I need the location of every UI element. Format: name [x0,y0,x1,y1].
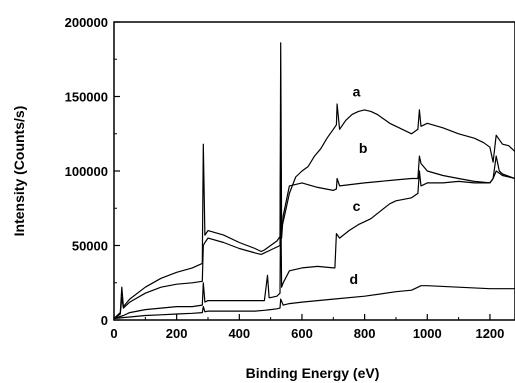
series-labels: a b c d [349,84,367,288]
x-tick-label: 1200 [475,326,504,341]
series-line-a [113,42,515,319]
series-line-b [113,140,515,319]
y-axis-title: Intensity (Counts/s) [11,106,27,237]
x-tick-label: 800 [354,326,376,341]
series-label-b: b [359,140,368,156]
series-line-d [113,285,515,320]
x-tick-label: 1000 [413,326,442,341]
y-tick-label: 50000 [72,239,108,254]
y-tick-label: 200000 [65,15,108,30]
x-tick-label: 200 [166,326,188,341]
x-tick-label: 400 [228,326,250,341]
series-label-a: a [353,84,361,100]
series-line-c [113,155,515,320]
y-tick-label: 100000 [65,164,108,179]
x-axis-title: Binding Energy (eV) [246,365,380,381]
y-tick-label: 0 [101,313,108,328]
series-lines [113,42,515,320]
x-tick-label: 600 [291,326,313,341]
series-label-d: d [349,271,358,287]
y-axis-ticks: 0 50000 100000 150000 200000 [65,15,120,328]
x-tick-label: 0 [110,326,117,341]
y-tick-label: 150000 [65,90,108,105]
plot-frame [113,21,515,321]
series-label-c: c [353,198,361,214]
x-axis-ticks: 0 200 400 600 800 1000 1200 [110,314,504,341]
